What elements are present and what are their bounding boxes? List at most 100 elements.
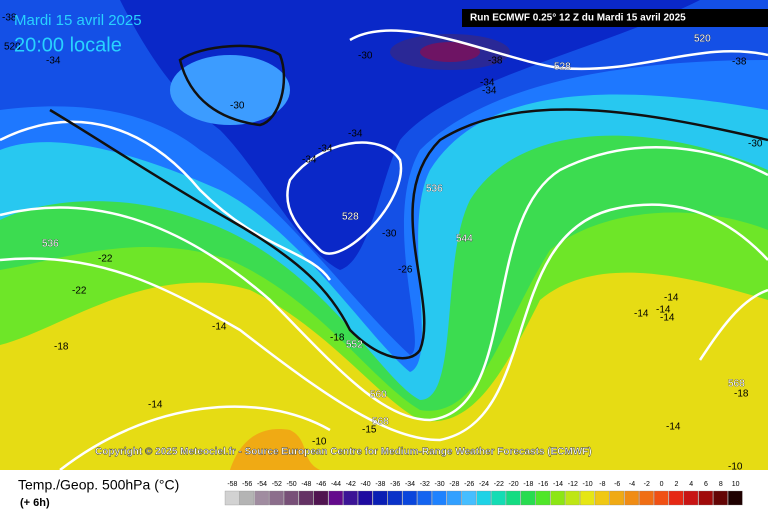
- colorbar-label: 8: [719, 481, 723, 488]
- colorbar-swatch: [284, 490, 299, 506]
- contour-label: -30: [748, 139, 763, 150]
- colorbar-label: -56: [242, 481, 252, 488]
- colorbar-label: -24: [479, 481, 489, 488]
- colorbar-swatch: [654, 490, 669, 506]
- contour-label: 560: [370, 390, 387, 401]
- contour-label: -26: [398, 265, 413, 276]
- colorbar-swatch: [328, 490, 343, 506]
- colorbar-swatch: [269, 490, 284, 506]
- contour-label: -30: [358, 51, 373, 62]
- colorbar-label: -46: [316, 481, 326, 488]
- contour-label: -38: [2, 13, 17, 24]
- colorbar-label: 4: [689, 481, 693, 488]
- colorbar-label: -32: [420, 481, 430, 488]
- colorbar-swatch: [461, 490, 477, 506]
- colorbar-label: -2: [644, 481, 650, 488]
- colorbar-label: -8: [599, 481, 605, 488]
- contour-label: -15: [362, 425, 377, 436]
- contour-label: -34: [302, 155, 317, 166]
- colorbar-swatch: [491, 490, 506, 506]
- contour-label: -14: [656, 305, 671, 316]
- contour-label: -14: [634, 309, 649, 320]
- colorbar-swatch: [698, 490, 713, 506]
- colorbar-swatch: [520, 490, 536, 506]
- footer-step: (+ 6h): [20, 497, 50, 509]
- contour-label: 536: [426, 184, 443, 195]
- colorbar-swatch: [446, 490, 462, 506]
- colorbar-label: -48: [301, 481, 311, 488]
- contour-label: -38: [488, 56, 503, 67]
- colorbar-label: -4: [629, 481, 635, 488]
- colorbar: -58 -56 -54 -52 -50 -48 -46 -44 -42 -40 -38 -36 -34-…: [224, 481, 743, 506]
- contour-label: -18: [54, 342, 69, 353]
- colorbar-swatch: [417, 490, 432, 506]
- colorbar-swatch: [594, 490, 610, 506]
- colorbar-swatch: [535, 490, 551, 506]
- contour-label: -18: [734, 389, 749, 400]
- contour-label: -34: [348, 129, 363, 140]
- colorbar-swatch: [550, 490, 565, 506]
- colorbar-swatch: [624, 490, 639, 506]
- colorbar-label: 6: [704, 481, 708, 488]
- colorbar-swatch: [476, 490, 491, 506]
- colorbar-swatch: [298, 490, 314, 506]
- contour-label: 568: [728, 379, 745, 390]
- contour-label: -18: [330, 333, 345, 344]
- contour-label: -22: [98, 254, 113, 265]
- contour-label: -30: [230, 101, 245, 112]
- contour-label: 536: [42, 239, 59, 250]
- colorbar-label: -30: [435, 481, 445, 488]
- colorbar-swatch: [343, 490, 358, 506]
- colorbar-label: -38: [375, 481, 385, 488]
- colorbar-swatch: [609, 490, 625, 506]
- contour-label: 520: [694, 34, 711, 45]
- colorbar-label: -12: [568, 481, 578, 488]
- colorbar-swatch: [358, 490, 373, 506]
- contour-label: -14: [664, 293, 679, 304]
- contour-label: -14: [660, 313, 675, 324]
- colorbar-label: 0: [660, 481, 664, 488]
- footer-title: Temp./Geop. 500hPa (°C): [18, 477, 179, 493]
- colorbar-label: -42: [346, 481, 356, 488]
- contour-label: 552: [346, 340, 363, 351]
- contour-label: -22: [72, 286, 87, 297]
- time-label: 20:00 locale: [14, 34, 122, 56]
- colorbar-swatch: [254, 490, 269, 506]
- colorbar-label: -36: [390, 481, 400, 488]
- colorbar-swatch: [432, 490, 447, 506]
- colorbar-swatch: [580, 490, 595, 506]
- colorbar-label: -34: [405, 481, 415, 488]
- colorbar-swatch: [387, 490, 403, 506]
- contour-label: 544: [456, 234, 473, 245]
- colorbar-label: -6: [614, 481, 620, 488]
- colorbar-swatch: [239, 490, 255, 506]
- contour-label: -38: [732, 57, 747, 68]
- colorbar-label: -40: [361, 481, 371, 488]
- contour-label: -14: [212, 322, 227, 333]
- colorbar-label: 2: [674, 481, 678, 488]
- colorbar-swatch: [639, 490, 654, 506]
- colorbar-label: -54: [257, 481, 267, 488]
- contour-label: 528: [554, 62, 571, 73]
- colorbar-label: 10: [732, 481, 740, 488]
- contour-closed: [178, 44, 286, 127]
- colorbar-label: -10: [583, 481, 593, 488]
- colorbar-label: -44: [331, 481, 341, 488]
- contour-label: -10: [728, 462, 743, 473]
- colorbar-label: -18: [523, 481, 533, 488]
- colorbar-label: -14: [553, 481, 563, 488]
- contour-label: -34: [46, 56, 61, 67]
- contour-label: -14: [148, 400, 163, 411]
- colorbar-swatch: [683, 490, 699, 506]
- contour-label: -30: [382, 229, 397, 240]
- contour-zero: [49, 108, 768, 360]
- contour-labels: -38 520 -34 -30 -38 528 -34 -34 -34 -34 …: [2, 13, 763, 473]
- run-box: [462, 9, 768, 27]
- contour-label: 528: [342, 212, 359, 223]
- colorbar-swatch: [565, 490, 580, 506]
- colorbar-label: -22: [494, 481, 504, 488]
- contour-label: -34: [480, 78, 495, 89]
- colorbar-swatch: [506, 490, 521, 506]
